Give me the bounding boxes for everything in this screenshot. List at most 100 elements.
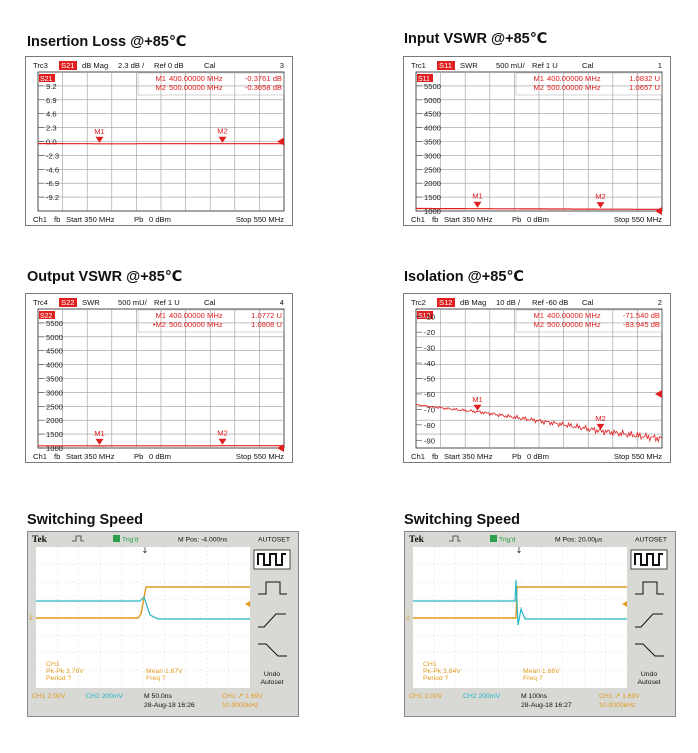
cal-label: Cal xyxy=(204,298,216,307)
scale-label: 500 mU/ xyxy=(118,298,148,307)
param-badge xyxy=(437,61,455,70)
trig-indicator-icon xyxy=(113,535,120,542)
cal-label: Cal xyxy=(582,298,594,307)
y-tick-label: 3000 xyxy=(46,388,63,397)
channel-number: 2 xyxy=(658,298,662,307)
vna-svg: Trc1 S11 SWR 500 mU/Ref 1 U Cal 1S11550050004… xyxy=(411,61,663,224)
reference-arrow xyxy=(655,207,662,215)
pulse-icon xyxy=(72,535,84,542)
rising-edge-icon xyxy=(635,613,663,628)
param-label: S11 xyxy=(439,61,452,70)
marker-readout-name: M2 xyxy=(155,83,166,92)
marker-triangle xyxy=(218,438,227,445)
y-tick-label: -70 xyxy=(424,405,435,414)
axis-param-badge xyxy=(39,74,55,82)
y-tick-label: 2000 xyxy=(46,416,63,425)
footer-channel: Ch1 xyxy=(33,215,47,224)
marker-readout-name: M1 xyxy=(533,74,544,83)
y-tick-label: 0.0 xyxy=(46,138,57,147)
scale-label: 10 dB / xyxy=(496,298,521,307)
y-tick-label: 4000 xyxy=(46,361,63,370)
meas-mean: Mean 1.66V xyxy=(523,668,560,675)
y-tick-label: -2.3 xyxy=(46,151,59,160)
y-tick-label: 1000 xyxy=(424,207,441,216)
marker-readout-value: 1.0657 U xyxy=(629,83,660,92)
y-tick-label: -20 xyxy=(424,328,435,337)
footer-pb: Pb xyxy=(512,215,521,224)
undo-autoset-label: Autoset xyxy=(637,679,660,686)
marker-label: M1 xyxy=(472,192,483,201)
marker-readout-freq: 400.00000 MHz xyxy=(169,311,223,320)
channel-number: 1 xyxy=(658,61,662,70)
switching-speed-scope-left: Tek Trig'd M Pos: -4.000ns AUTOSET ↓ 2 CH1 Pk-P… xyxy=(27,531,299,717)
marker-readout-freq: 400.00000 MHz xyxy=(169,74,223,83)
meas-freq: Freq ? xyxy=(146,675,166,682)
ref-label: Ref 0 dB xyxy=(154,61,184,70)
autoset-label: AUTOSET xyxy=(258,537,290,544)
footer-fb: fb xyxy=(54,452,60,461)
y-tick-label: 6.9 xyxy=(46,96,57,105)
m-pos: M Pos: -4.000ns xyxy=(178,537,228,544)
y-tick-label: 4500 xyxy=(424,110,441,119)
y-tick-label: -10 xyxy=(424,313,435,322)
y-tick-label: -6.9 xyxy=(46,179,59,188)
meas-freq: Freq ? xyxy=(523,675,543,682)
output-vswr-chart: Trc4 S22 SWR 500 mU/Ref 1 U Cal 4 S22 5500 5000 4… xyxy=(25,293,293,463)
square-wave-icon xyxy=(634,553,663,566)
footer-pb: Pb xyxy=(134,452,143,461)
y-tick-label: 2500 xyxy=(46,402,63,411)
vna-svg: Trc3 S21 dB Mag 2.3 dB / Ref 0 dB Cal 3S219.26… xyxy=(33,61,285,224)
axis-param-badge xyxy=(417,74,433,82)
timestamp: 28-Aug-18 16:27 xyxy=(521,702,572,709)
ch2-scale: CH2 200mV xyxy=(463,693,500,700)
footer-start: Start 350 MHz xyxy=(444,215,493,224)
m-pos: M Pos: 20.00µs xyxy=(555,537,603,544)
marker-triangle xyxy=(95,438,104,445)
y-tick-label: -90 xyxy=(424,436,435,445)
param-label: S22 xyxy=(61,298,75,307)
scale-label: 500 mU/ xyxy=(496,61,526,70)
trig-status: Trig'd xyxy=(499,537,516,544)
trigger-frequency: 10.0000kHz xyxy=(222,702,259,709)
y-tick-label: 1000 xyxy=(46,444,63,453)
marker-triangle xyxy=(596,202,605,209)
footer-start: Start 350 MHz xyxy=(444,452,493,461)
timestamp: 28-Aug-18 16:26 xyxy=(144,702,195,709)
rising-edge-icon xyxy=(258,613,286,628)
falling-edge-icon xyxy=(258,643,287,657)
marker-readout-name: M1 xyxy=(155,311,166,320)
tek-logo: Tek xyxy=(409,535,425,545)
y-tick-label: 5500 xyxy=(46,319,63,328)
ref-label: Ref 1 U xyxy=(532,61,558,70)
marker-readout-value: -0.3658 dB xyxy=(245,83,282,92)
marker-readout-value: -0.3761 dB xyxy=(245,74,282,83)
trigger-position-marker: ↓ xyxy=(516,546,523,555)
reference-arrow xyxy=(277,444,284,452)
y-tick-label: 5500 xyxy=(424,82,441,91)
marker-readout-value: -83.945 dB xyxy=(623,320,660,329)
footer-fb: fb xyxy=(432,452,438,461)
channel-number: 4 xyxy=(280,298,284,307)
footer-channel: Ch1 xyxy=(411,452,425,461)
marker-readout-box xyxy=(515,309,663,333)
ref-label: Ref -60 dB xyxy=(532,298,568,307)
trace-label: Trc4 xyxy=(33,298,48,307)
switching-speed-title-right: Switching Speed xyxy=(404,512,521,528)
marker-triangle xyxy=(218,136,227,143)
marker-readout-box xyxy=(137,309,285,333)
format-label: SWR xyxy=(82,298,100,307)
trig-status: Trig'd xyxy=(122,537,139,544)
vna-svg: Trc2 S12 dB Mag 10 dB / Ref -60 dB Cal 2S12-10… xyxy=(411,298,663,461)
format-label: dB Mag xyxy=(460,298,486,307)
trig-indicator-icon xyxy=(490,535,497,542)
reference-arrow xyxy=(277,137,284,146)
marker-readout-freq: 500.00000 MHz xyxy=(169,83,223,92)
scope-svg: Tek Trig'd M Pos: -4.000ns AUTOSET ↓ 2 CH1Pk-P… xyxy=(29,535,291,709)
y-tick-label: -80 xyxy=(424,421,435,430)
trace-label: Trc1 xyxy=(411,61,426,70)
footer-power: 0 dBm xyxy=(149,452,171,461)
meas-period: Period ? xyxy=(46,675,72,682)
isolation-chart: Trc2 S12 dB Mag 10 dB / Ref -60 dB Cal 2 S12 -10… xyxy=(403,293,671,463)
y-tick-label: 4.6 xyxy=(46,110,57,119)
axis-param-badge xyxy=(417,311,433,319)
